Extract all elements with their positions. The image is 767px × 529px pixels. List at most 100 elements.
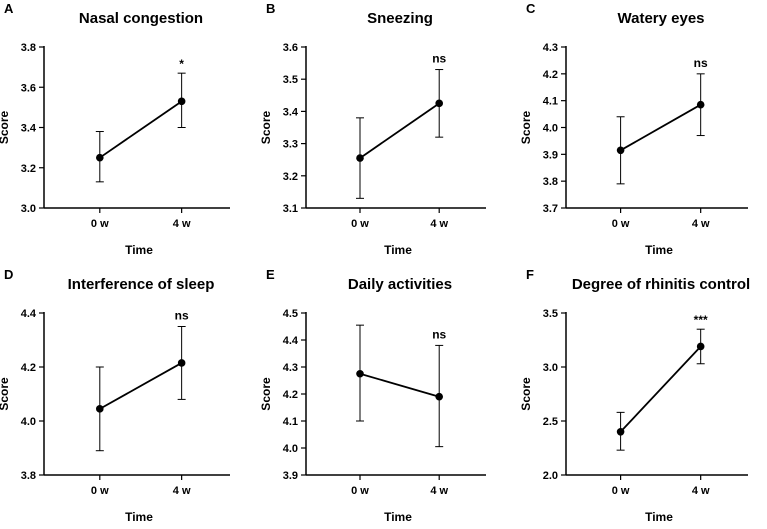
panel-title: Interference of sleep <box>68 276 215 293</box>
data-point <box>616 146 625 155</box>
y-tick-label: 3.3 <box>283 139 298 151</box>
y-tick-label: 3.6 <box>283 42 298 54</box>
panel-title: Nasal congestion <box>79 10 203 27</box>
y-tick-label: 3.4 <box>283 106 299 118</box>
x-tick-label: 0 w <box>612 218 630 230</box>
data-point <box>177 359 186 367</box>
data-point <box>435 392 444 401</box>
x-tick-label: 0 w <box>351 218 369 230</box>
y-tick-label: 3.2 <box>21 163 36 175</box>
y-tick-label: 3.5 <box>283 74 298 86</box>
y-axis-label: Score <box>259 111 273 145</box>
y-tick-label: 4.0 <box>283 443 298 455</box>
y-tick-label: 4.1 <box>543 96 558 108</box>
x-tick-label: 4 w <box>430 485 448 497</box>
y-tick-label: 4.3 <box>283 362 298 374</box>
y-tick-label: 3.5 <box>543 308 558 320</box>
data-point <box>696 342 705 351</box>
x-tick-label: 4 w <box>173 485 191 497</box>
series-line <box>99 100 183 159</box>
significance-label: ns <box>175 309 189 323</box>
panel-letter: B <box>266 1 275 16</box>
data-point <box>96 153 104 162</box>
y-tick-label: 3.9 <box>543 149 558 161</box>
panel-title: Sneezing <box>367 10 433 27</box>
y-tick-label: 3.2 <box>283 171 298 183</box>
x-tick-label: 0 w <box>351 485 369 497</box>
y-axis-label: Score <box>259 377 273 411</box>
y-tick-label: 4.5 <box>283 308 298 320</box>
data-point <box>696 100 705 109</box>
significance-label: ns <box>432 327 446 341</box>
x-axis-label: Time <box>645 510 673 524</box>
panel-e: E Daily activities 3.9 4.0 4.1 4.2 4.3 4.4 4.5 0 … <box>259 267 486 524</box>
y-tick-label: 4.4 <box>21 308 37 320</box>
series-line <box>99 362 183 410</box>
x-tick-label: 4 w <box>692 218 710 230</box>
panel-letter: E <box>266 267 275 282</box>
y-tick-label: 4.2 <box>21 362 36 374</box>
y-tick-label: 4.0 <box>21 416 36 428</box>
y-tick-label: 4.2 <box>283 389 298 401</box>
y-tick-label: 3.0 <box>21 203 36 215</box>
panel-title: Watery eyes <box>618 10 705 27</box>
y-tick-label: 4.1 <box>283 416 298 428</box>
x-axis-label: Time <box>125 243 153 257</box>
y-tick-label: 4.2 <box>543 69 558 81</box>
y-tick-label: 3.6 <box>21 82 36 94</box>
data-point <box>96 405 104 413</box>
x-tick-label: 0 w <box>91 218 109 230</box>
x-tick-label: 4 w <box>692 485 710 497</box>
y-tick-label: 2.5 <box>543 416 558 428</box>
y-tick-label: 4.4 <box>283 335 299 347</box>
y-axis-label: Score <box>519 111 533 145</box>
x-tick-label: 4 w <box>430 218 448 230</box>
panel-letter: D <box>4 267 13 282</box>
panel-b: B Sneezing 3.1 3.2 3.3 3.4 3.5 3.6 0 w 4 w Time Sco… <box>259 1 486 257</box>
panel-title: Daily activities <box>348 276 452 293</box>
y-tick-label: 2.0 <box>543 470 558 482</box>
x-tick-label: 0 w <box>91 485 109 497</box>
significance-label: ns <box>694 56 708 70</box>
x-tick-label: 4 w <box>173 218 191 230</box>
y-axis-label: Score <box>0 111 11 145</box>
panel-a: A Nasal congestion 3.0 3.2 3.4 3.6 3.8 0 w 4 w Ti… <box>0 1 230 257</box>
y-tick-label: 3.9 <box>283 470 298 482</box>
series-line <box>359 102 440 159</box>
x-tick-label: 0 w <box>612 485 630 497</box>
y-axis-label: Score <box>519 377 533 411</box>
y-tick-label: 3.0 <box>543 362 558 374</box>
y-tick-label: 3.8 <box>21 470 36 482</box>
y-tick-label: 3.1 <box>283 203 298 215</box>
panel-letter: F <box>526 267 534 282</box>
data-point <box>616 428 625 436</box>
y-tick-label: 3.8 <box>21 42 36 54</box>
panel-letter: A <box>4 1 14 16</box>
series-line <box>619 345 702 433</box>
y-tick-label: 4.3 <box>543 42 558 54</box>
y-tick-label: 4.0 <box>543 123 558 135</box>
y-tick-label: 3.4 <box>21 123 37 135</box>
panel-title: Degree of rhinitis control <box>572 276 750 293</box>
data-point <box>356 154 364 162</box>
data-point <box>177 97 186 106</box>
panel-c: C Watery eyes 3.7 3.8 3.9 4.0 4.1 4.2 4.3 0 w 4 w T… <box>519 1 748 257</box>
x-axis-label: Time <box>645 243 673 257</box>
y-axis-label: Score <box>0 377 11 411</box>
x-axis-label: Time <box>384 510 412 524</box>
x-axis-label: Time <box>384 243 412 257</box>
significance-label: ns <box>432 52 446 66</box>
panel-f: F Degree of rhinitis control 2.0 2.5 3.0 3.5 0… <box>519 267 750 524</box>
significance-label: *** <box>694 313 708 327</box>
series-line <box>620 103 702 152</box>
panel-d: D Interference of sleep 3.8 4.0 4.2 4.4 0 w 4 w… <box>0 267 230 524</box>
y-tick-label: 3.8 <box>543 176 558 188</box>
data-point <box>435 99 444 108</box>
significance-label: * <box>179 57 184 71</box>
x-axis-label: Time <box>125 510 153 524</box>
panel-letter: C <box>526 1 536 16</box>
series-line <box>359 372 440 398</box>
y-tick-label: 3.7 <box>543 203 558 215</box>
